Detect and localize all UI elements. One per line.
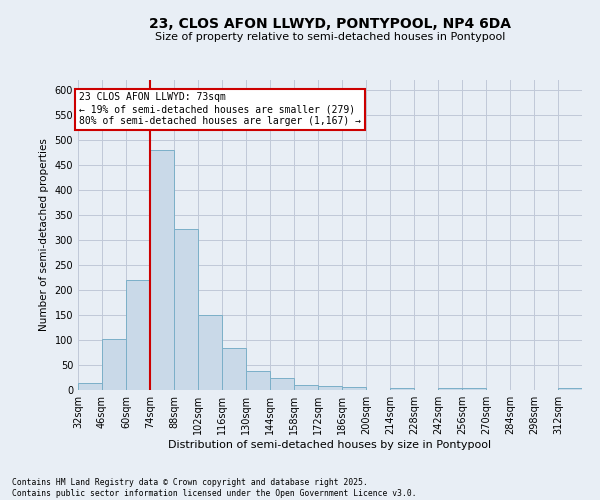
Bar (174, 229, 198, 390)
Bar (270, 378, 294, 390)
X-axis label: Distribution of semi-detached houses by size in Pontypool: Distribution of semi-detached houses by … (169, 440, 491, 450)
Bar (198, 314, 222, 390)
Bar (462, 388, 486, 390)
Bar (126, 280, 150, 390)
Bar (294, 385, 318, 390)
Y-axis label: Number of semi-detached properties: Number of semi-detached properties (39, 138, 49, 332)
Bar (246, 371, 270, 390)
Bar (342, 387, 366, 390)
Text: 23 CLOS AFON LLWYD: 73sqm
← 19% of semi-detached houses are smaller (279)
80% of: 23 CLOS AFON LLWYD: 73sqm ← 19% of semi-… (79, 92, 361, 126)
Text: 23, CLOS AFON LLWYD, PONTYPOOL, NP4 6DA: 23, CLOS AFON LLWYD, PONTYPOOL, NP4 6DA (149, 18, 511, 32)
Bar (78, 382, 102, 390)
Bar (438, 388, 462, 390)
Bar (102, 338, 126, 390)
Text: Size of property relative to semi-detached houses in Pontypool: Size of property relative to semi-detach… (155, 32, 505, 42)
Bar (390, 388, 414, 390)
Text: Contains HM Land Registry data © Crown copyright and database right 2025.
Contai: Contains HM Land Registry data © Crown c… (12, 478, 416, 498)
Bar (318, 386, 342, 390)
Bar (558, 388, 582, 390)
Bar (222, 348, 246, 390)
Bar (150, 150, 174, 390)
